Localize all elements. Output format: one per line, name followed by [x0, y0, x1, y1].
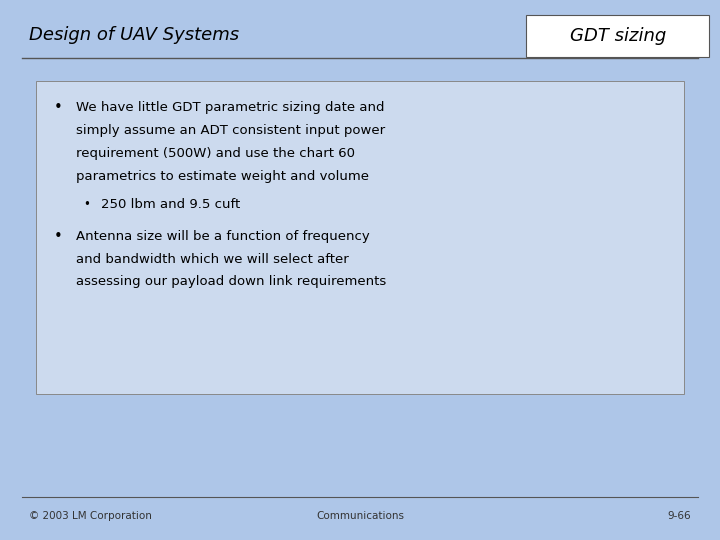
- FancyBboxPatch shape: [36, 81, 684, 394]
- FancyBboxPatch shape: [526, 15, 709, 57]
- Text: Communications: Communications: [316, 511, 404, 521]
- Text: Design of UAV Systems: Design of UAV Systems: [29, 26, 239, 44]
- Text: •: •: [83, 198, 90, 211]
- Text: requirement (500W) and use the chart 60: requirement (500W) and use the chart 60: [76, 147, 355, 160]
- Text: •: •: [54, 229, 63, 244]
- Text: GDT sizing: GDT sizing: [570, 26, 666, 45]
- Text: and bandwidth which we will select after: and bandwidth which we will select after: [76, 253, 348, 266]
- Text: Antenna size will be a function of frequency: Antenna size will be a function of frequ…: [76, 230, 369, 243]
- Text: © 2003 LM Corporation: © 2003 LM Corporation: [29, 511, 152, 521]
- Text: assessing our payload down link requirements: assessing our payload down link requirem…: [76, 275, 386, 288]
- Text: 250 lbm and 9.5 cuft: 250 lbm and 9.5 cuft: [101, 198, 240, 211]
- Text: simply assume an ADT consistent input power: simply assume an ADT consistent input po…: [76, 124, 384, 137]
- Text: •: •: [54, 100, 63, 116]
- Text: 9-66: 9-66: [667, 511, 691, 521]
- Text: We have little GDT parametric sizing date and: We have little GDT parametric sizing dat…: [76, 102, 384, 114]
- Text: parametrics to estimate weight and volume: parametrics to estimate weight and volum…: [76, 170, 369, 183]
